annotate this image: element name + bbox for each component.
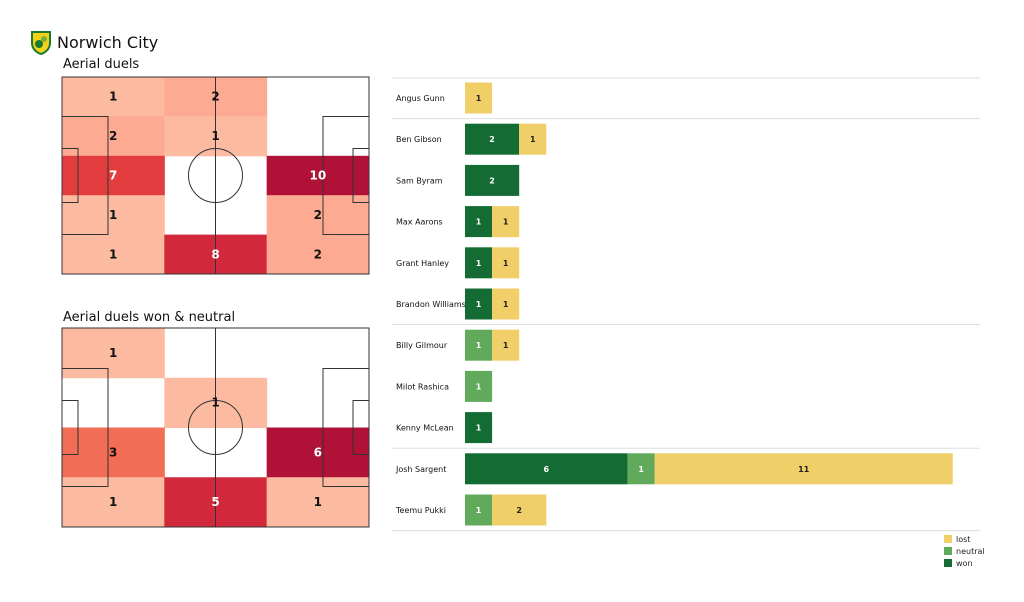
heatmap0-cell — [62, 77, 165, 117]
six-yard-box-left — [61, 400, 79, 455]
bar-lost — [492, 206, 520, 238]
heatmap0-value: 1 — [109, 208, 117, 222]
player-label: Angus Gunn — [396, 94, 445, 103]
heatmap0-value: 2 — [109, 129, 117, 143]
bar-lost-label: 1 — [503, 218, 509, 227]
bar-won-label: 2 — [489, 176, 495, 185]
heatmap0-value: 1 — [109, 90, 117, 104]
player-label: Milot Rashica — [396, 382, 449, 391]
heatmap1-value: 5 — [211, 495, 219, 509]
six-yard-box-right — [352, 400, 370, 455]
player-label: Ben Gibson — [396, 135, 442, 144]
heatmap-title-won-neutral: Aerial duels won & neutral — [63, 310, 236, 325]
heatmap0-value: 2 — [314, 247, 322, 261]
bar-won-label: 1 — [476, 259, 482, 268]
bar-won-label: 1 — [476, 218, 482, 227]
legend-label-neutral: neutral — [956, 547, 985, 556]
player-label: Grant Hanley — [396, 259, 449, 268]
heatmap0-value: 2 — [314, 208, 322, 222]
heatmap1-cell — [266, 477, 370, 528]
bar-lost-label: 1 — [503, 259, 509, 268]
bar-neutral — [465, 494, 493, 526]
legend-swatch-won — [944, 559, 952, 567]
bar-won — [465, 288, 493, 320]
center-circle — [188, 148, 243, 203]
bar-won — [465, 453, 628, 485]
bar-lost-label: 1 — [476, 94, 482, 103]
bar-lost — [519, 123, 547, 155]
heatmap0-cell — [62, 234, 165, 275]
heatmap1-value: 1 — [314, 495, 322, 509]
bar-lost — [492, 288, 520, 320]
bar-neutral — [465, 370, 493, 402]
heatmap0-value: 8 — [211, 247, 219, 261]
bar-neutral-label: 1 — [476, 382, 482, 391]
player-label: Billy Gilmour — [396, 341, 448, 350]
player-label: Sam Byram — [396, 176, 443, 185]
heatmap0-cell — [62, 116, 165, 157]
heatmap0-value: 10 — [309, 169, 326, 183]
bar-neutral-label: 1 — [638, 465, 644, 474]
bar-lost — [492, 494, 547, 526]
legend-label-won: won — [956, 559, 973, 568]
player-label: Teemu Pukki — [395, 506, 446, 515]
bar-won — [465, 247, 493, 279]
player-label: Josh Sargent — [395, 465, 446, 474]
bar-lost — [654, 453, 953, 485]
heatmap1-value: 3 — [109, 445, 117, 459]
bar-lost-label: 2 — [516, 506, 522, 515]
bar-won-label: 6 — [544, 465, 550, 474]
bar-lost — [465, 82, 493, 114]
heatmap1-cell — [62, 427, 165, 478]
heatmap-title-aerial-duels: Aerial duels — [63, 57, 140, 72]
bar-neutral-label: 1 — [476, 506, 482, 515]
norwich-crest-logo — [31, 31, 51, 55]
heatmap0-cell — [266, 234, 370, 275]
heatmap0-cell — [62, 155, 165, 196]
bar-lost-label: 1 — [503, 300, 509, 309]
heatmap1-value: 6 — [314, 445, 322, 459]
heatmap0-cell — [266, 195, 370, 236]
heatmap0-value: 2 — [211, 90, 219, 104]
heatmap1-cell — [62, 328, 165, 379]
heatmap1-cell — [62, 477, 165, 528]
six-yard-box-left — [61, 148, 79, 203]
player-label: Max Aarons — [396, 218, 443, 227]
bar-neutral — [627, 453, 655, 485]
bar-won — [465, 412, 493, 444]
legend-label-lost: lost — [956, 535, 970, 544]
heatmap0-cell — [266, 155, 370, 196]
bar-lost — [492, 247, 520, 279]
bar-lost-label: 11 — [798, 465, 810, 474]
bar-lost-label: 1 — [530, 135, 536, 144]
bar-lost — [492, 329, 520, 361]
bar-won — [465, 164, 520, 196]
six-yard-box-right — [352, 148, 370, 203]
player-label: Brandon Williams — [396, 300, 466, 309]
heatmap1-value: 1 — [109, 346, 117, 360]
heatmap0-value: 7 — [109, 169, 117, 183]
bar-won-label: 1 — [476, 424, 482, 433]
center-circle — [188, 400, 243, 455]
bar-won-label: 1 — [476, 300, 482, 309]
bar-neutral — [465, 329, 493, 361]
bar-won — [465, 206, 493, 238]
heatmap1-value: 1 — [211, 396, 219, 410]
legend-swatch-lost — [944, 535, 952, 543]
legend-swatch-neutral — [944, 547, 952, 555]
bar-neutral-label: 1 — [476, 341, 482, 350]
bar-lost-label: 1 — [503, 341, 509, 350]
heatmap1-value: 1 — [109, 495, 117, 509]
heatmap1-cell — [266, 427, 370, 478]
team-name: Norwich City — [57, 33, 159, 52]
player-label: Kenny McLean — [396, 424, 454, 433]
heatmap0-value: 1 — [211, 129, 219, 143]
bar-won — [465, 123, 520, 155]
heatmap0-value: 1 — [109, 247, 117, 261]
bar-won-label: 2 — [489, 135, 495, 144]
heatmap0-cell — [62, 195, 165, 236]
